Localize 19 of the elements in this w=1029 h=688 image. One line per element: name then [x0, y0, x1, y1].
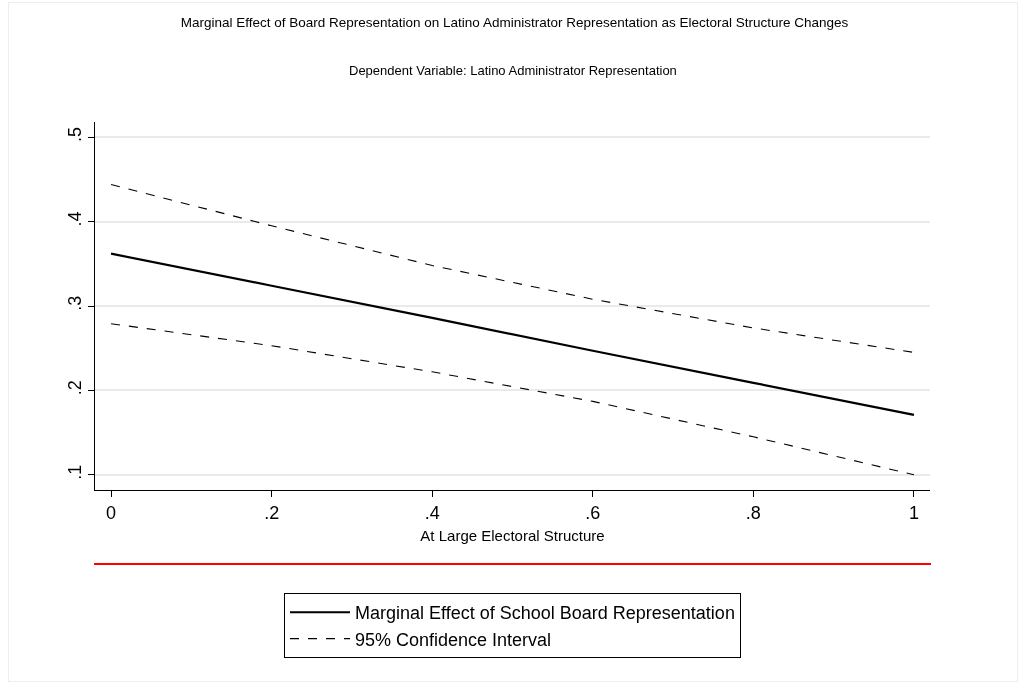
y-tick-label: .4 [64, 211, 85, 227]
chart-title: Marginal Effect of Board Representation on Latino Administrator Representation as Electoral Structure Changes [180, 14, 849, 30]
line-series [109, 252, 916, 416]
x-tick-label: .2 [264, 502, 280, 523]
legend-label: Marginal Effect of School Board Representation [355, 603, 735, 624]
x-axis-title: At Large Electoral Structure [420, 526, 605, 544]
x-tick-label: 0 [106, 502, 117, 523]
x-tick-label: .4 [424, 502, 440, 523]
line-series [110, 323, 915, 476]
x-tick-label: .8 [745, 502, 761, 523]
x-tick-label: .6 [585, 502, 601, 523]
legend-label: 95% Confidence Interval [355, 629, 552, 650]
y-tick-label: .3 [64, 295, 85, 311]
chart-subtitle: Dependent Variable: Latino Administrator Representation [349, 63, 677, 78]
y-tick-label: .2 [64, 380, 85, 396]
y-tick-label: .1 [64, 464, 85, 480]
y-tick-label: .5 [64, 126, 85, 142]
line-series [110, 183, 915, 353]
x-tick-label: 1 [908, 502, 919, 523]
